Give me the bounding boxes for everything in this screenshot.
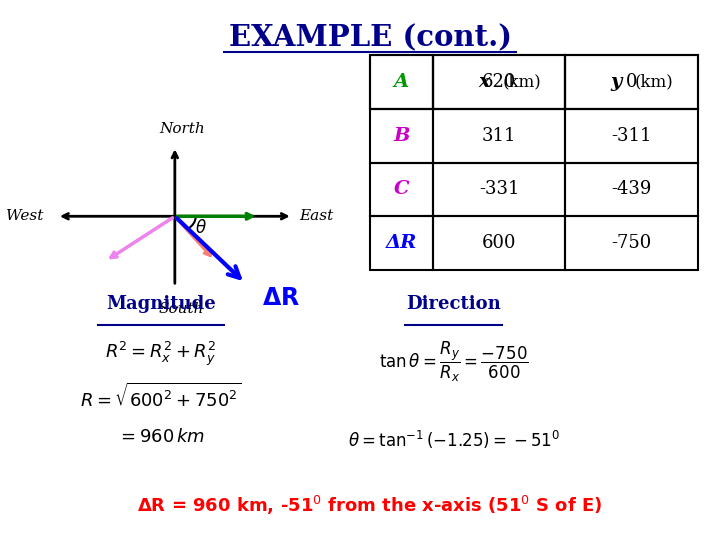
Bar xyxy=(370,55,433,109)
Bar xyxy=(433,163,565,217)
Text: West: West xyxy=(6,210,43,223)
Text: -331: -331 xyxy=(479,180,519,198)
Bar xyxy=(370,55,433,109)
Text: A: A xyxy=(394,73,409,91)
Text: 620: 620 xyxy=(482,73,516,91)
Text: 0: 0 xyxy=(626,73,637,91)
Text: x: x xyxy=(478,73,490,91)
Bar xyxy=(433,217,565,270)
Text: Magnitude: Magnitude xyxy=(106,295,216,313)
Text: $\tan\theta = \dfrac{R_y}{R_x} = \dfrac{-750}{600}$: $\tan\theta = \dfrac{R_y}{R_x} = \dfrac{… xyxy=(379,340,528,384)
Bar xyxy=(565,163,698,217)
Text: (km): (km) xyxy=(635,73,674,91)
Text: $\mathbf{\Delta R}$ = 960 km, -51$^0$ from the x-axis (51$^0$ S of E): $\mathbf{\Delta R}$ = 960 km, -51$^0$ fr… xyxy=(138,494,603,517)
Bar xyxy=(565,109,698,163)
Text: -750: -750 xyxy=(611,234,652,252)
Bar xyxy=(565,217,698,270)
Bar xyxy=(370,109,433,163)
Text: 600: 600 xyxy=(482,234,516,252)
Text: Direction: Direction xyxy=(406,295,501,313)
Text: B: B xyxy=(393,127,410,145)
Bar xyxy=(433,55,565,109)
Text: $\mathbf{\Delta R}$: $\mathbf{\Delta R}$ xyxy=(263,286,300,310)
Bar xyxy=(370,217,433,270)
Text: $R = \sqrt{600^2 + 750^2}$: $R = \sqrt{600^2 + 750^2}$ xyxy=(80,383,242,411)
Text: -439: -439 xyxy=(611,180,652,198)
Bar xyxy=(433,109,565,163)
Text: y: y xyxy=(611,73,622,91)
Text: EXAMPLE (cont.): EXAMPLE (cont.) xyxy=(228,23,511,52)
Text: C: C xyxy=(394,180,409,198)
Text: $\theta = \tan^{-1}(-1.25) = -51^0$: $\theta = \tan^{-1}(-1.25) = -51^0$ xyxy=(348,428,559,450)
Text: $= 960\,km$: $= 960\,km$ xyxy=(117,428,205,447)
Text: $\theta$: $\theta$ xyxy=(195,219,207,237)
Text: ΔR: ΔR xyxy=(386,234,417,252)
Text: East: East xyxy=(300,210,334,223)
Text: South: South xyxy=(159,302,204,316)
Text: $R^2 = R_x^2 + R_y^2$: $R^2 = R_x^2 + R_y^2$ xyxy=(105,340,217,368)
Bar xyxy=(565,55,698,109)
Text: North: North xyxy=(159,122,204,136)
Text: (km): (km) xyxy=(503,73,541,91)
Bar xyxy=(370,163,433,217)
Text: -311: -311 xyxy=(611,127,652,145)
Bar xyxy=(565,55,698,109)
Bar xyxy=(433,55,565,109)
Text: 311: 311 xyxy=(482,127,516,145)
